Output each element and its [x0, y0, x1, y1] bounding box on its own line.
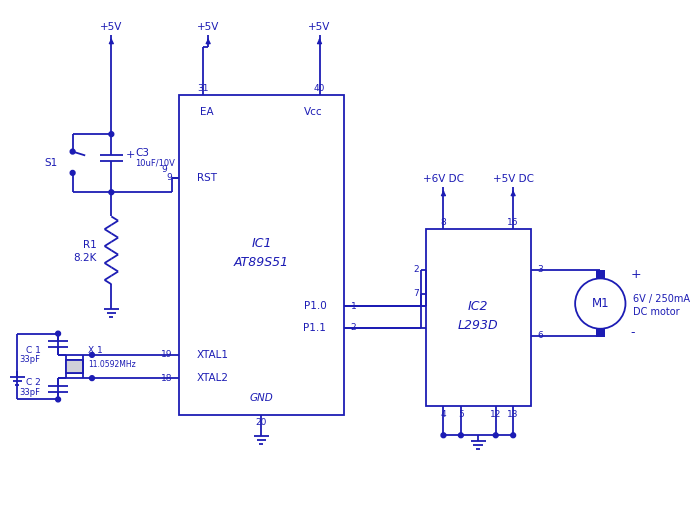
Circle shape: [575, 278, 625, 329]
Text: P1.1: P1.1: [303, 323, 326, 333]
Bar: [66, 359, 83, 374]
Text: +: +: [126, 151, 135, 160]
Text: +5V: +5V: [100, 22, 123, 32]
Text: 2: 2: [413, 265, 419, 274]
Text: 6V / 250mA: 6V / 250mA: [633, 294, 690, 304]
Circle shape: [109, 132, 114, 137]
Text: 33pF: 33pF: [20, 388, 40, 397]
Text: 3: 3: [537, 265, 543, 274]
Text: 16: 16: [507, 218, 519, 227]
Text: EA: EA: [201, 107, 214, 117]
Circle shape: [459, 433, 464, 438]
Text: X 1: X 1: [88, 345, 103, 355]
Text: 40: 40: [314, 84, 325, 93]
Circle shape: [56, 331, 61, 336]
Text: IC1: IC1: [251, 237, 272, 250]
Text: P1.0: P1.0: [303, 302, 326, 312]
Text: 18: 18: [161, 374, 172, 382]
Text: R1: R1: [83, 241, 97, 251]
Circle shape: [493, 433, 498, 438]
Text: 7: 7: [413, 289, 419, 299]
Text: RST: RST: [197, 173, 217, 183]
Bar: [66, 359, 83, 374]
Circle shape: [441, 433, 446, 438]
Text: -: -: [630, 326, 635, 339]
Text: 5: 5: [458, 411, 464, 419]
Text: +5V DC: +5V DC: [493, 173, 534, 184]
Text: +6V DC: +6V DC: [423, 173, 464, 184]
Circle shape: [511, 433, 516, 438]
Text: 9: 9: [167, 173, 172, 182]
Circle shape: [56, 397, 61, 402]
Text: IC2: IC2: [468, 300, 489, 313]
Text: 33pF: 33pF: [20, 355, 40, 364]
Text: XTAL1: XTAL1: [197, 350, 229, 360]
Circle shape: [70, 170, 75, 175]
Text: Vcc: Vcc: [304, 107, 323, 117]
Circle shape: [89, 376, 94, 380]
Text: +5V: +5V: [308, 22, 330, 32]
Text: +5V: +5V: [197, 22, 220, 32]
Text: C 1: C 1: [26, 345, 40, 355]
Bar: [426, 229, 530, 406]
Text: 11.0592MHz: 11.0592MHz: [88, 360, 136, 369]
Text: 4: 4: [441, 411, 446, 419]
Text: 2: 2: [351, 324, 356, 332]
Text: C 2: C 2: [26, 378, 40, 388]
Text: 20: 20: [256, 418, 267, 427]
Text: XTAL2: XTAL2: [197, 373, 229, 383]
Circle shape: [89, 353, 94, 357]
Circle shape: [109, 190, 114, 195]
Text: +: +: [630, 268, 641, 281]
Text: 9: 9: [162, 166, 167, 175]
Text: 1: 1: [351, 302, 356, 311]
Circle shape: [70, 149, 75, 154]
Text: 19: 19: [161, 351, 172, 359]
Text: M1: M1: [592, 297, 609, 310]
Text: 12: 12: [490, 411, 501, 419]
Text: 8: 8: [441, 218, 446, 227]
Text: AT89S51: AT89S51: [234, 256, 289, 269]
Text: 10uF/10V: 10uF/10V: [135, 159, 176, 168]
Text: DC motor: DC motor: [633, 307, 680, 317]
Text: 13: 13: [507, 411, 519, 419]
Text: GND: GND: [250, 392, 273, 403]
Text: C3: C3: [135, 147, 150, 157]
Bar: [596, 270, 605, 278]
Text: L293D: L293D: [458, 319, 498, 332]
Bar: [596, 329, 605, 338]
Text: 6: 6: [537, 331, 543, 340]
Bar: [179, 95, 344, 415]
Text: 8.2K: 8.2K: [73, 253, 97, 263]
Text: 31: 31: [197, 84, 209, 93]
Text: S1: S1: [45, 158, 58, 168]
